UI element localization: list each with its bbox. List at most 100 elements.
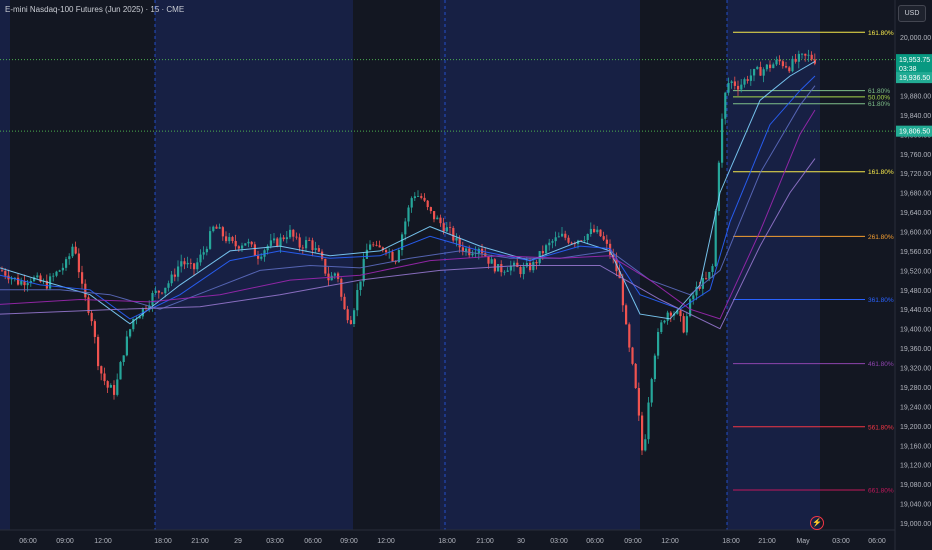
candle-body	[106, 381, 109, 388]
y-tick-label: 19,360.00	[900, 346, 931, 353]
candle-body	[439, 217, 442, 224]
candle-body	[170, 274, 173, 284]
candle-body	[794, 58, 797, 62]
candle-body	[759, 66, 762, 76]
candle-body	[33, 277, 36, 282]
y-tick-label: 19,760.00	[900, 152, 931, 159]
y-tick-label: 19,000.00	[900, 521, 931, 528]
x-tick-label: 06:00	[868, 538, 886, 545]
candle-body	[791, 58, 794, 72]
candle-body	[685, 316, 688, 333]
candle-body	[148, 305, 151, 310]
candle-body	[404, 221, 407, 235]
candle-body	[231, 237, 234, 241]
x-tick-label: 21:00	[758, 538, 776, 545]
candle-body	[97, 336, 100, 367]
candle-body	[433, 211, 436, 220]
candle-body	[407, 207, 410, 222]
candle-body	[132, 318, 135, 330]
candle-body	[602, 236, 605, 240]
candle-body	[788, 67, 791, 72]
candle-body	[599, 229, 602, 237]
moving-average-line	[0, 75, 816, 320]
candle-body	[663, 320, 666, 323]
lightning-icon[interactable]: ⚡	[810, 516, 824, 530]
fib-level-label: 261.80%	[868, 234, 894, 241]
candle-body	[225, 236, 228, 242]
x-tick-label: 21:00	[476, 538, 494, 545]
candle-body	[545, 245, 548, 254]
candle-body	[365, 249, 368, 259]
fib-level-label: 361.80%	[868, 297, 894, 304]
price-tag-label: 19,953.75	[899, 57, 930, 64]
y-tick-label: 19,200.00	[900, 424, 931, 431]
candle-body	[465, 248, 468, 252]
candle-body	[333, 273, 336, 276]
candle-body	[449, 227, 452, 229]
y-tick-label: 19,040.00	[900, 502, 931, 509]
candle-body	[442, 223, 445, 232]
candle-body	[129, 329, 132, 337]
candle-body	[644, 439, 647, 451]
candle-body	[244, 243, 247, 246]
candle-body	[417, 196, 420, 197]
x-tick-label: 18:00	[722, 538, 740, 545]
candle-body	[657, 332, 660, 356]
candle-body	[74, 246, 77, 254]
fib-level-label: 561.80%	[868, 424, 894, 431]
candle-body	[436, 217, 439, 220]
candle-body	[164, 287, 167, 294]
candle-body	[305, 240, 308, 249]
y-tick-label: 19,440.00	[900, 307, 931, 314]
candle-body	[727, 83, 730, 93]
candle-body	[509, 265, 512, 271]
price-tag	[896, 54, 932, 66]
candle-body	[375, 244, 378, 246]
y-tick-label: 19,680.00	[900, 191, 931, 198]
x-tick-label: 06:00	[304, 538, 322, 545]
candle-body	[253, 244, 256, 256]
candle-body	[17, 277, 20, 285]
candle-body	[161, 292, 164, 294]
candle-body	[551, 241, 554, 243]
candle-body	[228, 237, 231, 242]
y-tick-label: 19,400.00	[900, 327, 931, 334]
x-tick-label: 18:00	[154, 538, 172, 545]
y-tick-label: 19,160.00	[900, 443, 931, 450]
candle-body	[100, 366, 103, 374]
candle-body	[343, 296, 346, 310]
candle-body	[1, 270, 4, 272]
candle-body	[737, 85, 740, 90]
moving-average-line	[0, 109, 816, 320]
candle-body	[401, 234, 404, 251]
candle-body	[525, 263, 528, 267]
candle-body	[196, 262, 199, 270]
fib-level-label: 61.80%	[868, 101, 890, 108]
candle-body	[269, 240, 272, 246]
candle-body	[781, 61, 784, 67]
candle-body	[113, 385, 116, 395]
x-tick-label: 21:00	[191, 538, 209, 545]
candle-body	[138, 316, 141, 319]
candle-body	[346, 309, 349, 321]
candle-body	[193, 263, 196, 270]
candle-body	[122, 355, 125, 363]
candle-body	[778, 59, 781, 62]
candle-body	[151, 292, 154, 306]
candle-body	[298, 237, 301, 248]
candle-body	[362, 258, 365, 282]
candle-body	[634, 363, 637, 389]
candle-body	[58, 270, 61, 272]
x-tick-label: 12:00	[94, 538, 112, 545]
candle-body	[314, 248, 317, 250]
candle-body	[173, 274, 176, 277]
candle-body	[282, 237, 285, 240]
currency-selector[interactable]: USD	[898, 5, 926, 22]
candle-body	[90, 312, 93, 322]
candle-body	[292, 229, 295, 237]
candle-body	[301, 247, 304, 249]
candle-body	[391, 251, 394, 262]
candle-body	[237, 246, 240, 249]
